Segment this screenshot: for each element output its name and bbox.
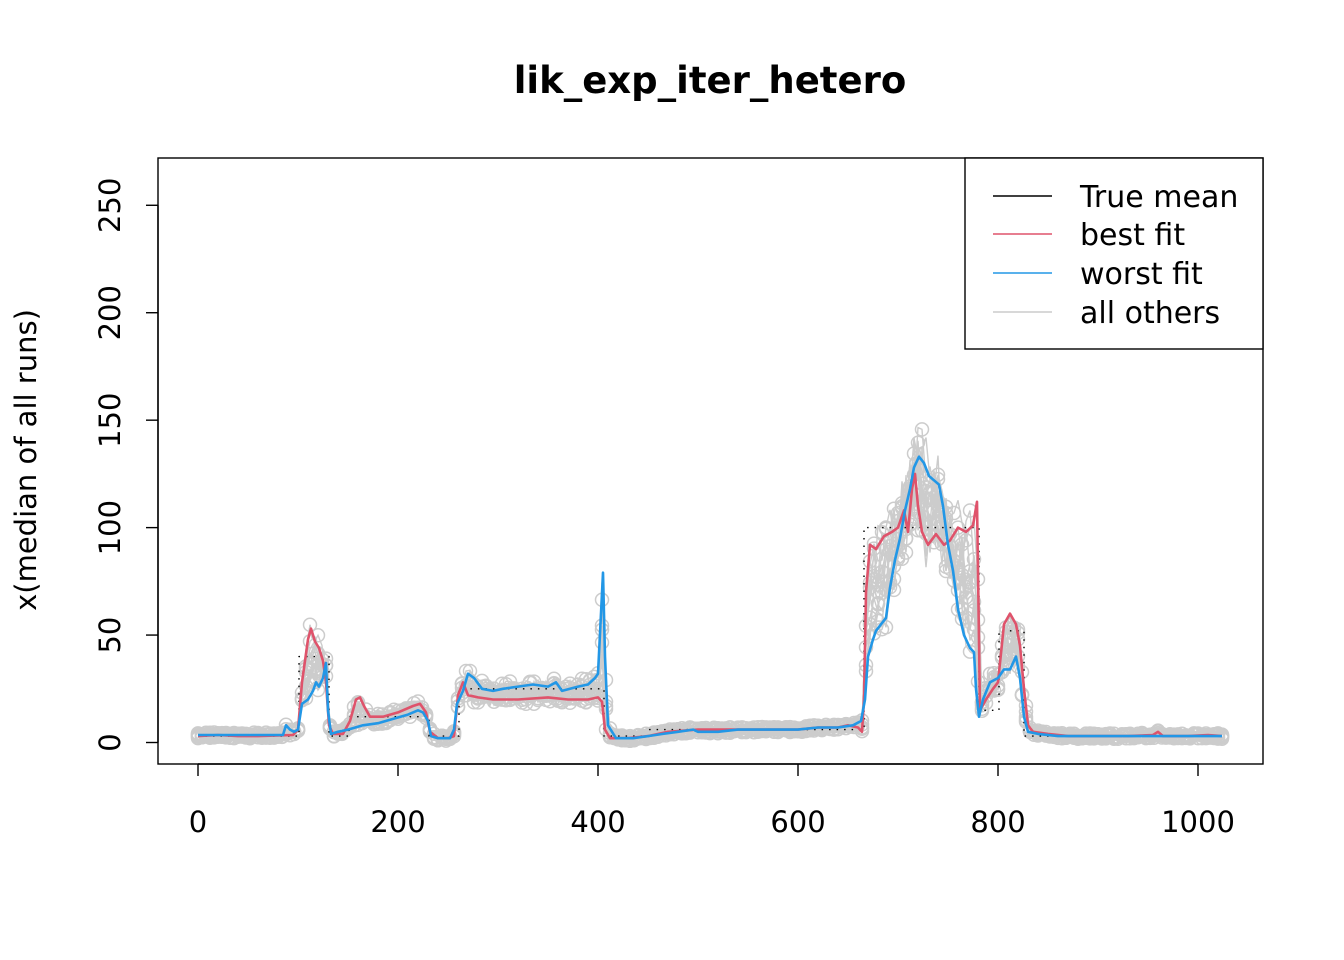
others-run-point [946,553,962,568]
others-run-point [1006,627,1022,642]
others-run-line [197,440,1223,742]
others-run-point [722,725,738,741]
others-run-point [770,724,786,740]
others-run-point [966,594,982,610]
series-best-fit [197,472,1223,740]
y-axis: 0 50 100 150 200 250 [93,178,159,752]
others-run-point [1110,731,1126,746]
y-tick-label: 250 [93,178,127,233]
others-series [190,422,1230,749]
others-run-line [197,426,1223,741]
others-run-line [197,445,1223,742]
others-run-point [1142,730,1158,745]
x-tick-label: 1000 [1161,805,1235,839]
series-worst-fit [198,455,1222,740]
others-run-point [314,669,330,685]
others-run-point [914,422,930,437]
others-run-point [278,717,294,733]
x-tick-label: 400 [570,805,625,839]
others-run-point [418,706,434,722]
others-run-line [197,459,1223,742]
x-tick-label: 600 [770,805,825,839]
y-tick-label: 50 [93,617,127,654]
others-run-line [197,449,1223,741]
legend-label-best-fit: best fit [1080,218,1185,253]
others-run-point [954,537,970,552]
others-run-point [710,726,726,741]
legend: True mean best fit worst fit all others [964,157,1264,350]
others-run-point [310,628,326,643]
legend-label-worst-fit: worst fit [1080,257,1203,292]
legend-label-all-others: all others [1080,296,1220,331]
others-run-point [274,725,290,741]
legend-label-true-mean: True mean [1079,180,1238,215]
others-run-line [197,442,1223,741]
main-series [197,455,1223,740]
y-tick-label: 150 [93,392,127,447]
others-run-point [1090,727,1106,742]
legend-box [964,157,1264,350]
others-run-point [1102,726,1118,742]
others-run-point [538,692,554,708]
others-run-point [874,564,890,579]
y-tick-label: 0 [93,733,127,751]
others-run-point [746,720,762,735]
others-run-point [954,567,970,583]
others-run-point [950,520,966,535]
others-run-point [938,499,954,514]
others-run-point [586,682,602,697]
others-run-point [1082,730,1098,745]
x-tick-label: 200 [370,805,425,839]
y-axis-label: x(median of all runs) [9,309,43,611]
others-run-point [734,720,750,735]
others-run-line [197,437,1223,742]
chart-title: lik_exp_iter_hetero [514,59,907,102]
others-run-point [1070,730,1086,745]
x-tick-label: 800 [970,805,1025,839]
others-run-point [958,572,974,587]
others-run-point [194,730,210,745]
others-run-point [1118,727,1134,742]
others-run-point [562,690,578,705]
others-run-point [818,717,834,733]
y-tick-label: 100 [93,500,127,555]
others-run-point [1094,731,1110,746]
x-axis: 0 200 400 600 800 1000 [189,763,1235,839]
others-run-point [566,690,582,705]
x-tick-label: 0 [189,805,207,839]
others-run-point [594,635,610,650]
others-run-line [197,438,1223,742]
others-run-line [197,437,1223,742]
y-tick-label: 200 [93,285,127,340]
